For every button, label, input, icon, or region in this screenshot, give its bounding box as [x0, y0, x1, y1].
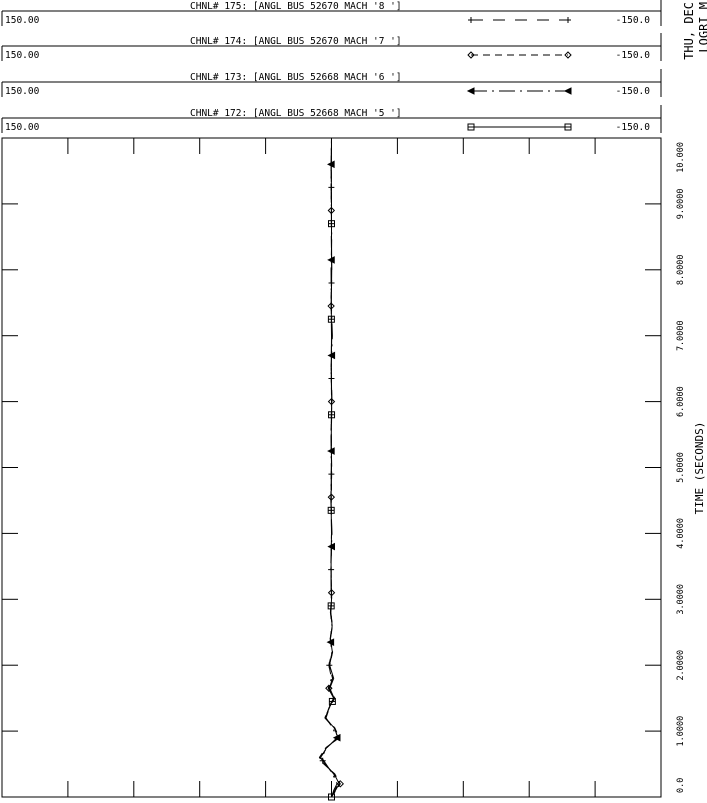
series-marker	[327, 206, 336, 215]
series-marker	[327, 302, 335, 310]
series-marker	[327, 397, 336, 406]
series-marker	[319, 757, 326, 764]
scale-left-label: 150.00	[5, 50, 40, 61]
series-marker	[327, 542, 335, 551]
series-marker	[328, 184, 335, 191]
series-marker	[327, 447, 335, 455]
series-marker	[332, 733, 341, 742]
scale-left-label: 150.00	[5, 86, 40, 97]
series-marker	[336, 780, 344, 788]
series-marker	[326, 638, 335, 646]
series-marker	[327, 351, 336, 360]
legend-marker	[468, 17, 474, 23]
y-axis-title: TIME (SECONDS)	[693, 422, 706, 515]
scale-right-label: -150.0	[616, 122, 651, 133]
series-marker	[328, 279, 335, 286]
legend-marker	[564, 51, 572, 59]
channel-label: CHNL# 172: [ANGL BUS 52668 MACH '5 ']	[190, 108, 402, 119]
y-tick-label: 7.0000	[676, 320, 686, 351]
channel-label: CHNL# 174: [ANGL BUS 52670 MACH '7 ']	[190, 36, 402, 47]
series-markers	[319, 160, 344, 801]
scale-right-label: -150.0	[616, 15, 651, 26]
channel-header: CHNL# 172: [ANGL BUS 52668 MACH '5 '] 150…	[1, 105, 662, 133]
legend-marker	[466, 87, 475, 95]
legend-marker	[563, 87, 572, 95]
y-tick-label: 0.0	[676, 778, 686, 793]
legend-marker	[565, 17, 571, 23]
channel-header: CHNL# 174: [ANGL BUS 52670 MACH '7 '] 150…	[1, 33, 662, 61]
channel-label: CHNL# 175: [ANGL BUS 52670 MACH '8 ']	[190, 1, 402, 12]
y-tick-label: 9.0000	[676, 189, 686, 220]
logo-fragment: LOGRI M	[697, 2, 707, 53]
channel-header: CHNL# 173: [ANGL BUS 52668 MACH '6 '] 150…	[1, 69, 662, 97]
series-marker	[326, 662, 333, 669]
series-marker	[327, 160, 335, 169]
y-tick-labels: 0.0 1.0000 2.0000 3.0000 4.0000 5.0000 6.0000 7…	[676, 142, 686, 793]
legend-marker	[467, 51, 475, 59]
scale-left-label: 150.00	[5, 15, 40, 26]
y-tick-label: 4.0000	[676, 518, 686, 549]
y-tick-label: 6.0000	[676, 386, 686, 417]
scale-right-label: -150.0	[616, 86, 651, 97]
series-marker	[328, 471, 335, 478]
series-marker	[328, 375, 335, 382]
series-marker	[328, 566, 335, 573]
scale-left-label: 150.00	[5, 122, 40, 133]
y-tick-label: 2.0000	[676, 650, 686, 681]
series-marker	[327, 256, 335, 264]
channel-headers: CHNL# 175: [ANGL BUS 52670 MACH '8 '] 150…	[1, 0, 662, 133]
channel-header: CHNL# 175: [ANGL BUS 52670 MACH '8 '] 150…	[1, 0, 662, 26]
y-tick-label: 1.0000	[676, 716, 686, 747]
y-tick-label: 10.000	[676, 142, 686, 173]
scale-right-label: -150.0	[616, 50, 651, 61]
series-marker	[325, 684, 333, 692]
series-marker	[327, 589, 336, 597]
y-tick-label: 5.0000	[676, 452, 686, 483]
date-text: THU, DEC	[682, 2, 696, 60]
channel-label: CHNL# 173: [ANGL BUS 52668 MACH '6 ']	[190, 72, 402, 83]
y-tick-label: 8.0000	[676, 254, 686, 285]
y-tick-label: 3.0000	[676, 584, 686, 615]
series-marker	[327, 493, 336, 501]
